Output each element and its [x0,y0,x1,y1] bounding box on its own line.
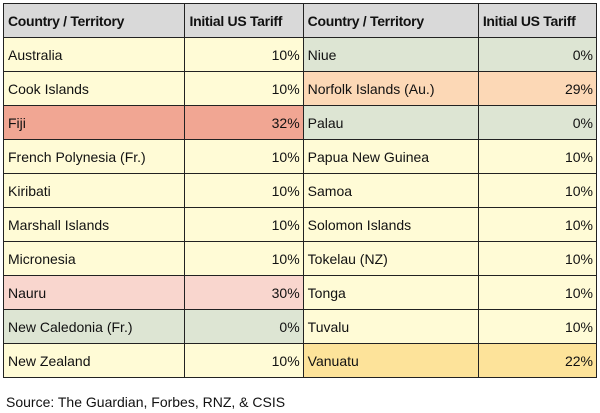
country-cell: Niue [302,37,479,72]
table-row: Cook Islands 10% Norfolk Islands (Au.) 29% [2,71,598,106]
tariff-cell: 10% [477,309,598,344]
tariff-cell: 10% [477,207,598,242]
country-cell: French Polynesia (Fr.) [2,139,186,174]
header-row: Country / Territory Initial US Tariff Co… [2,3,598,38]
header-country-left: Country / Territory [2,3,186,38]
table-row: New Caledonia (Fr.) 0% Tuvalu 10% [2,309,598,344]
table-row: Marshall Islands 10% Solomon Islands 10% [2,207,598,242]
country-cell: Papua New Guinea [302,139,479,174]
country-cell: Fiji [2,105,186,140]
tariff-cell: 29% [477,71,598,106]
header-tariff-right: Initial US Tariff [477,3,598,38]
header-country-right: Country / Territory [302,3,479,38]
source-note: Source: The Guardian, Forbes, RNZ, & CSI… [6,394,286,410]
tariff-cell: 10% [477,241,598,276]
country-cell: Nauru [2,275,186,310]
table-row: New Zealand 10% Vanuatu 22% [2,343,598,378]
tariff-cell: 10% [184,173,304,208]
tariff-cell: 10% [184,37,304,72]
tariff-cell: 10% [184,343,304,378]
country-cell: New Caledonia (Fr.) [2,309,186,344]
country-cell: Tokelau (NZ) [302,241,479,276]
country-cell: Micronesia [2,241,186,276]
country-cell: Vanuatu [302,343,479,378]
country-cell: Tonga [302,275,479,310]
tariff-cell: 10% [477,275,598,310]
tariff-cell: 10% [184,71,304,106]
country-cell: Australia [2,37,186,72]
tariff-cell: 22% [477,343,598,378]
country-cell: Tuvalu [302,309,479,344]
table-row: Nauru 30% Tonga 10% [2,275,598,310]
country-cell: Norfolk Islands (Au.) [302,71,479,106]
country-cell: Kiribati [2,173,186,208]
table-row: French Polynesia (Fr.) 10% Papua New Guine… [2,139,598,174]
tariff-cell: 10% [184,207,304,242]
country-cell: Samoa [302,173,479,208]
country-cell: Solomon Islands [302,207,479,242]
tariff-cell: 0% [477,37,598,72]
table-row: Fiji 32% Palau 0% [2,105,598,140]
country-cell: Palau [302,105,479,140]
table-row: Micronesia 10% Tokelau (NZ) 10% [2,241,598,276]
tariff-cell: 10% [477,139,598,174]
tariff-cell: 30% [184,275,304,310]
tariff-table: Country / Territory Initial US Tariff Co… [2,3,598,378]
table-row: Australia 10% Niue 0% [2,37,598,72]
tariff-cell: 32% [184,105,304,140]
header-tariff-left: Initial US Tariff [184,3,304,38]
tariff-cell: 10% [477,173,598,208]
tariff-cell: 0% [184,309,304,344]
country-cell: Marshall Islands [2,207,186,242]
table-row: Kiribati 10% Samoa 10% [2,173,598,208]
tariff-cell: 10% [184,241,304,276]
country-cell: Cook Islands [2,71,186,106]
country-cell: New Zealand [2,343,186,378]
tariff-cell: 0% [477,105,598,140]
tariff-cell: 10% [184,139,304,174]
